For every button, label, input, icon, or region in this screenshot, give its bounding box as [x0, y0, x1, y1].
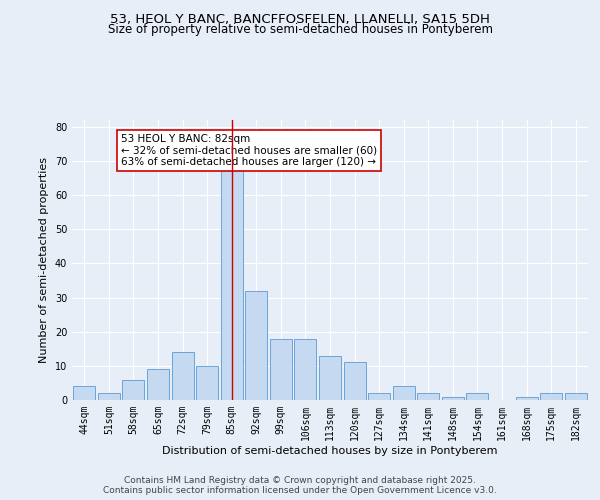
Text: Size of property relative to semi-detached houses in Pontyberem: Size of property relative to semi-detach… [107, 24, 493, 36]
Bar [565, 393, 587, 400]
Bar [221, 161, 243, 400]
Bar [368, 393, 390, 400]
Bar [442, 396, 464, 400]
Bar [392, 386, 415, 400]
Bar [319, 356, 341, 400]
Bar [270, 338, 292, 400]
Bar [466, 393, 488, 400]
Bar [417, 393, 439, 400]
Bar [295, 338, 316, 400]
Bar [196, 366, 218, 400]
Text: 53, HEOL Y BANC, BANCFFOSFELEN, LLANELLI, SA15 5DH: 53, HEOL Y BANC, BANCFFOSFELEN, LLANELLI… [110, 12, 490, 26]
Text: Contains public sector information licensed under the Open Government Licence v3: Contains public sector information licen… [103, 486, 497, 495]
Bar [98, 393, 120, 400]
Bar [172, 352, 194, 400]
Bar [245, 290, 268, 400]
Y-axis label: Number of semi-detached properties: Number of semi-detached properties [39, 157, 49, 363]
Text: 53 HEOL Y BANC: 82sqm
← 32% of semi-detached houses are smaller (60)
63% of semi: 53 HEOL Y BANC: 82sqm ← 32% of semi-deta… [121, 134, 377, 167]
Bar [147, 370, 169, 400]
Text: Contains HM Land Registry data © Crown copyright and database right 2025.: Contains HM Land Registry data © Crown c… [124, 476, 476, 485]
Bar [344, 362, 365, 400]
Bar [515, 396, 538, 400]
Bar [122, 380, 145, 400]
Bar [540, 393, 562, 400]
X-axis label: Distribution of semi-detached houses by size in Pontyberem: Distribution of semi-detached houses by … [162, 446, 498, 456]
Bar [73, 386, 95, 400]
